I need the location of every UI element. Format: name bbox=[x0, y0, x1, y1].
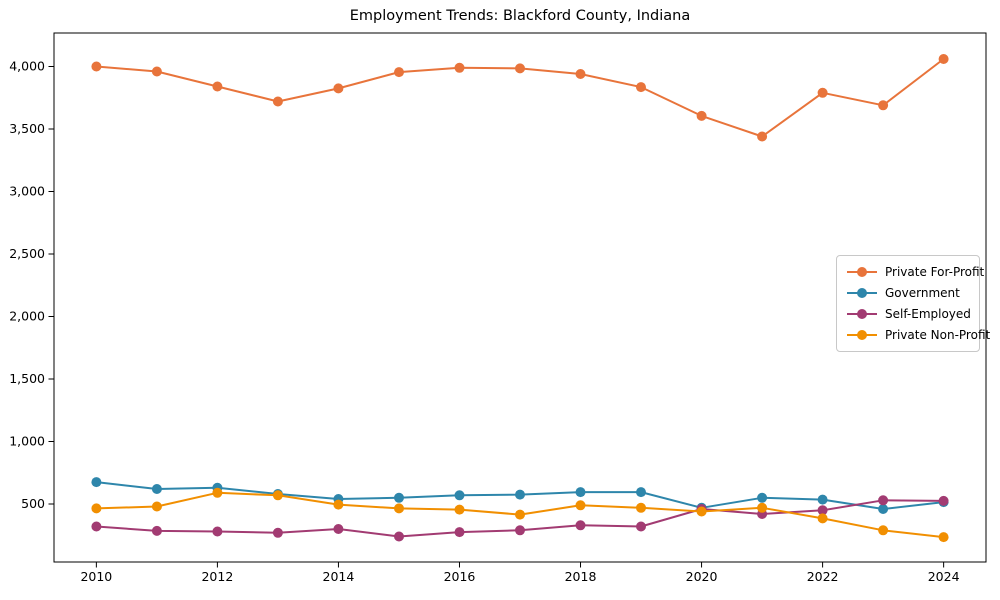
legend-dot-icon bbox=[857, 330, 867, 340]
x-tick-label: 2014 bbox=[323, 569, 355, 584]
data-point-self-employed-2023 bbox=[878, 495, 889, 506]
chart-legend: Private For-Profit Government Self-Employe… bbox=[836, 255, 990, 352]
data-point-private-for-profit-2024 bbox=[938, 54, 949, 64]
y-tick-label: 500 bbox=[21, 496, 45, 511]
plot-frame bbox=[53, 32, 987, 563]
legend-label: Private Non-Profit bbox=[885, 328, 991, 342]
x-tick-label: 2022 bbox=[807, 569, 839, 584]
data-point-private-non-profit-2012 bbox=[212, 487, 223, 498]
data-point-private-for-profit-2014 bbox=[333, 83, 344, 94]
legend-line-marker-icon bbox=[847, 329, 877, 341]
x-tick-label: 2010 bbox=[80, 569, 112, 584]
x-tick-label: 2016 bbox=[444, 569, 476, 584]
legend-line-marker-icon bbox=[847, 287, 877, 299]
y-tick-label: 1,000 bbox=[9, 434, 45, 449]
data-point-private-for-profit-2015 bbox=[394, 67, 404, 78]
data-point-government-2011 bbox=[151, 484, 162, 494]
data-point-private-non-profit-2014 bbox=[333, 499, 344, 510]
data-point-private-non-profit-2019 bbox=[636, 502, 646, 513]
data-point-private-non-profit-2016 bbox=[454, 504, 465, 515]
data-point-self-employed-2010 bbox=[91, 521, 102, 532]
data-point-private-for-profit-2022 bbox=[817, 87, 828, 98]
data-point-government-2010 bbox=[91, 477, 102, 488]
data-point-private-non-profit-2022 bbox=[817, 513, 828, 524]
data-point-private-for-profit-2018 bbox=[575, 69, 586, 79]
data-point-private-non-profit-2015 bbox=[394, 503, 404, 514]
data-point-private-for-profit-2010 bbox=[91, 61, 102, 72]
legend-item-self-employed: Self-Employed bbox=[847, 307, 971, 321]
data-point-private-non-profit-2020 bbox=[696, 506, 707, 517]
data-point-private-for-profit-2016 bbox=[454, 62, 465, 73]
data-point-private-for-profit-2019 bbox=[636, 82, 646, 93]
legend-line-marker-icon bbox=[847, 308, 877, 320]
x-tick-label: 2012 bbox=[201, 569, 233, 584]
data-point-private-non-profit-2010 bbox=[91, 503, 102, 514]
data-point-private-non-profit-2021 bbox=[757, 502, 768, 513]
data-point-government-2019 bbox=[636, 487, 646, 498]
data-point-self-employed-2016 bbox=[454, 527, 465, 538]
data-point-self-employed-2015 bbox=[394, 531, 404, 542]
legend-item-private-for-profit: Private For-Profit bbox=[847, 265, 984, 279]
y-tick-label: 2,500 bbox=[9, 246, 45, 261]
legend-label: Government bbox=[885, 286, 960, 300]
x-tick-label: 2020 bbox=[686, 569, 718, 584]
data-point-self-employed-2022 bbox=[817, 505, 828, 516]
x-tick-label: 2024 bbox=[928, 569, 960, 584]
data-point-private-non-profit-2024 bbox=[938, 532, 949, 543]
data-point-private-for-profit-2017 bbox=[515, 63, 525, 74]
data-point-private-for-profit-2023 bbox=[878, 100, 889, 111]
data-point-government-2023 bbox=[878, 504, 889, 514]
legend-line-marker-icon bbox=[847, 266, 877, 278]
y-tick-label: 2,000 bbox=[9, 309, 45, 324]
data-point-private-for-profit-2011 bbox=[151, 66, 162, 77]
legend-dot-icon bbox=[857, 267, 867, 277]
data-point-self-employed-2013 bbox=[272, 527, 283, 538]
y-tick-label: 3,000 bbox=[9, 184, 45, 199]
data-point-private-for-profit-2020 bbox=[696, 110, 707, 121]
data-point-private-non-profit-2023 bbox=[878, 525, 889, 536]
data-point-private-for-profit-2012 bbox=[212, 81, 223, 92]
data-point-private-non-profit-2013 bbox=[272, 490, 283, 501]
data-point-government-2022 bbox=[817, 494, 828, 505]
x-tick-label: 2018 bbox=[565, 569, 597, 584]
data-point-self-employed-2019 bbox=[636, 521, 646, 532]
y-tick-label: 1,500 bbox=[9, 371, 45, 386]
data-point-government-2016 bbox=[454, 490, 465, 501]
legend-label: Self-Employed bbox=[885, 307, 971, 321]
y-tick-label: 3,500 bbox=[9, 121, 45, 136]
legend-item-private-non-profit: Private Non-Profit bbox=[847, 328, 990, 342]
legend-item-government: Government bbox=[847, 286, 969, 300]
data-point-private-for-profit-2013 bbox=[272, 96, 283, 107]
data-point-self-employed-2011 bbox=[151, 525, 162, 536]
data-point-self-employed-2018 bbox=[575, 520, 586, 531]
y-tick-label: 4,000 bbox=[9, 59, 45, 74]
data-point-government-2021 bbox=[757, 492, 768, 503]
data-point-self-employed-2014 bbox=[333, 524, 344, 534]
data-point-private-non-profit-2017 bbox=[515, 509, 525, 520]
data-point-government-2018 bbox=[575, 487, 586, 498]
legend-dot-icon bbox=[857, 309, 867, 319]
data-point-self-employed-2024 bbox=[938, 495, 949, 506]
data-point-private-non-profit-2018 bbox=[575, 500, 586, 511]
data-point-government-2015 bbox=[394, 492, 404, 503]
legend-label: Private For-Profit bbox=[885, 265, 985, 279]
data-point-self-employed-2012 bbox=[212, 526, 223, 537]
legend-dot-icon bbox=[857, 288, 867, 298]
data-point-private-for-profit-2021 bbox=[757, 131, 768, 142]
chart-title: Employment Trends: Blackford County, Ind… bbox=[349, 8, 691, 24]
data-point-self-employed-2017 bbox=[515, 525, 525, 536]
data-point-private-non-profit-2011 bbox=[151, 501, 162, 512]
data-point-government-2017 bbox=[515, 489, 525, 500]
